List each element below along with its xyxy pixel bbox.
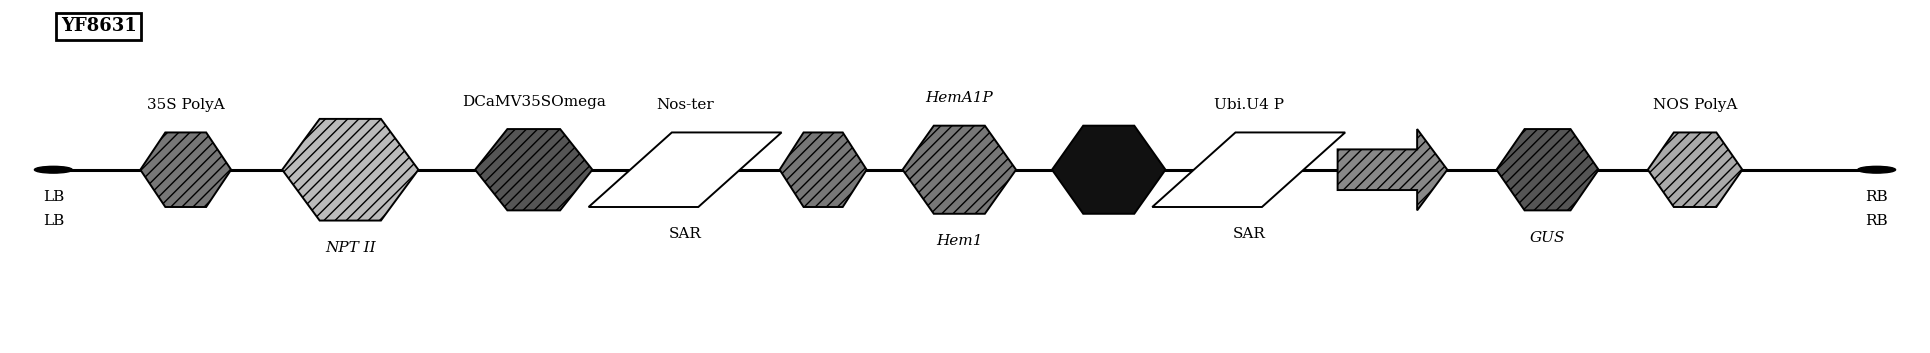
Text: NOS PolyA: NOS PolyA: [1652, 98, 1737, 112]
Text: SAR: SAR: [668, 227, 701, 241]
Polygon shape: [475, 129, 593, 210]
Text: RB: RB: [1864, 214, 1888, 228]
Text: YF8631: YF8631: [62, 17, 137, 35]
Polygon shape: [780, 132, 867, 207]
Text: NPT II: NPT II: [324, 241, 376, 255]
Text: LB: LB: [42, 190, 64, 204]
Polygon shape: [589, 132, 782, 207]
Text: SAR: SAR: [1231, 227, 1266, 241]
Text: 35S PolyA: 35S PolyA: [147, 98, 224, 112]
Text: Hem1: Hem1: [936, 234, 982, 248]
Text: Nos-ter: Nos-ter: [656, 98, 714, 112]
Polygon shape: [903, 126, 1015, 214]
Polygon shape: [1152, 132, 1345, 207]
Circle shape: [1859, 166, 1895, 173]
Text: DCaMV35SOmega: DCaMV35SOmega: [461, 95, 606, 109]
Text: RB: RB: [1864, 190, 1888, 204]
Polygon shape: [1648, 132, 1743, 207]
Circle shape: [35, 166, 71, 173]
Polygon shape: [1496, 129, 1598, 210]
Text: GUS: GUS: [1530, 231, 1565, 245]
Text: LB: LB: [42, 214, 64, 228]
Polygon shape: [1052, 126, 1166, 214]
Polygon shape: [1337, 129, 1448, 210]
Polygon shape: [141, 132, 232, 207]
Text: Ubi.U4 P: Ubi.U4 P: [1214, 98, 1283, 112]
Polygon shape: [282, 119, 419, 221]
Text: HemA1P: HemA1P: [926, 91, 994, 105]
